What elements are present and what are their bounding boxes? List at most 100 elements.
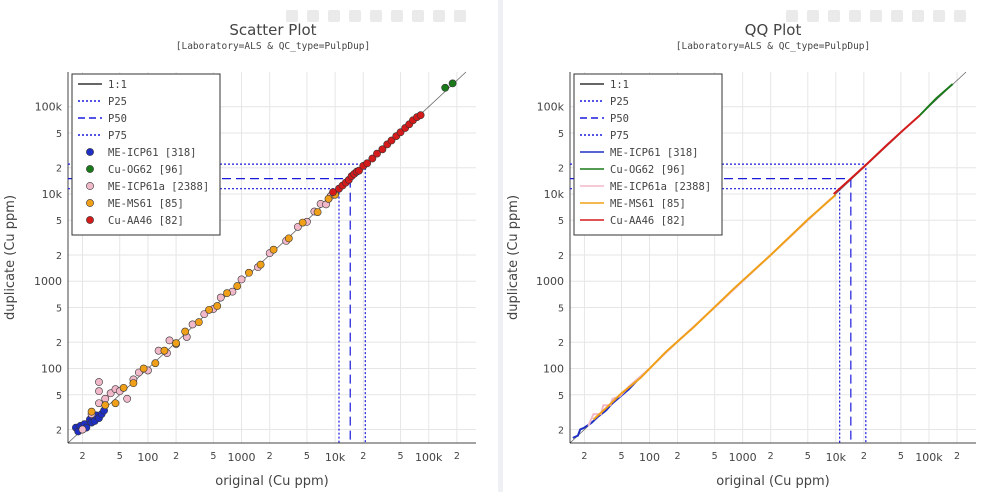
y-minor-tick-label: 2: [56, 251, 62, 262]
x-minor-tick-label: 5: [712, 451, 718, 462]
data-point: [378, 145, 387, 154]
legend-item-cu-aa46-82: Cu-AA46 [82]: [86, 215, 184, 227]
legend-item-1-1: 1:1: [78, 79, 127, 91]
data-point: [298, 218, 307, 227]
y-tick-label: 10k: [544, 188, 565, 201]
x-minor-tick-label: 2: [768, 451, 774, 462]
x-tick-label: 1000: [729, 451, 757, 464]
legend-item-p25: P25: [78, 96, 127, 108]
legend-swatch: [86, 199, 94, 207]
legend-label: Cu-OG62 [96]: [108, 164, 184, 176]
legend-item-p75: P75: [78, 130, 127, 142]
y-minor-tick-label: 2: [56, 425, 62, 436]
y-minor-tick-label: 5: [558, 391, 564, 402]
data-point: [181, 327, 190, 336]
legend: 1:1 P25 P50 P75 ME-ICP61 [318] Cu-OG62 [96] ME…: [573, 73, 723, 236]
x-tick-label: 100: [639, 451, 660, 464]
modebar-button: [849, 10, 861, 22]
data-point: [237, 275, 246, 284]
y-minor-tick-label: 2: [558, 338, 564, 349]
scatter-plot-panel: Scatter Plot [Laboratory=ALS & QC_type=Pu…: [0, 0, 498, 492]
data-point: [87, 407, 96, 416]
x-minor-tick-label: 5: [210, 451, 216, 462]
data-point: [95, 378, 103, 386]
data-point: [387, 136, 396, 145]
y-minor-tick-label: 2: [558, 425, 564, 436]
y-tick-label: 100: [41, 362, 62, 375]
data-point: [111, 399, 120, 408]
data-point: [368, 154, 377, 163]
legend-item-me-icp61-318: ME-ICP61 [318]: [580, 147, 699, 159]
y-minor-tick-label: 5: [56, 391, 62, 402]
legend-item-p50: P50: [580, 113, 629, 125]
legend-item-cu-og62-96: Cu-OG62 [96]: [580, 164, 686, 176]
data-point: [205, 305, 213, 314]
data-point: [151, 359, 160, 368]
modebar-button: [954, 10, 966, 22]
legend-item-me-ms61-85: ME-MS61 [85]: [580, 198, 686, 210]
legend-label: ME-MS61 [85]: [108, 198, 184, 210]
data-point: [213, 302, 222, 310]
legend-label: ME-MS61 [85]: [610, 198, 686, 210]
chart-title: QQ Plot: [745, 21, 802, 39]
y-minor-tick-label: 5: [558, 216, 564, 227]
modebar-button: [328, 10, 340, 22]
y-minor-tick-label: 5: [56, 216, 62, 227]
data-point: [284, 234, 293, 243]
legend-label: P25: [108, 96, 127, 108]
modebar: [786, 10, 966, 22]
legend-item-1-1: 1:1: [580, 79, 629, 91]
legend-label: P75: [108, 130, 127, 142]
x-tick-label: 10k: [826, 451, 847, 464]
modebar-button: [807, 10, 819, 22]
legend-swatch: [86, 216, 94, 224]
data-point: [129, 379, 138, 388]
x-minor-tick-label: 5: [618, 451, 624, 462]
y-tick-label: 100: [543, 362, 564, 375]
data-point: [373, 149, 381, 158]
x-minor-tick-label: 2: [861, 451, 867, 462]
y-tick-label: 10k: [42, 188, 63, 201]
legend-label: ME-ICP61a [2388]: [610, 181, 711, 193]
series-cu-og62-96: [919, 83, 954, 116]
series-cu-aa46-82: [329, 111, 425, 197]
legend: 1:1 P25 P50 P75 ME-ICP61 [318] Cu-OG62 [96] ME…: [71, 73, 221, 236]
legend-item-me-icp61a-2388: ME-ICP61a [2388]: [580, 181, 711, 193]
x-axis-title: original (Cu ppm): [215, 474, 328, 489]
legend-label: P50: [610, 113, 629, 125]
legend-label: 1:1: [610, 79, 629, 91]
chart-title: Scatter Plot: [229, 21, 316, 39]
data-point: [223, 289, 231, 298]
y-minor-tick-label: 5: [558, 129, 564, 140]
data-point: [329, 188, 337, 197]
data-point: [95, 387, 103, 396]
data-point: [216, 293, 225, 302]
legend-item-p50: P50: [78, 113, 127, 125]
x-minor-tick-label: 5: [898, 451, 904, 462]
legend-item-cu-aa46-82: Cu-AA46 [82]: [580, 215, 686, 227]
data-point: [441, 83, 450, 92]
y-minor-tick-label: 2: [558, 251, 564, 262]
data-point: [119, 383, 128, 392]
legend-item-cu-og62-96: Cu-OG62 [96]: [86, 164, 184, 176]
x-minor-tick-label: 5: [117, 451, 123, 462]
legend-label: ME-ICP61 [318]: [610, 147, 699, 159]
y-minor-tick-label: 5: [56, 129, 62, 140]
legend-label: Cu-OG62 [96]: [610, 164, 686, 176]
x-minor-tick-label: 2: [581, 451, 587, 462]
y-minor-tick-label: 2: [558, 164, 564, 175]
legend-label: P25: [610, 96, 629, 108]
x-minor-tick-label: 5: [398, 451, 404, 462]
data-point: [123, 394, 132, 403]
modebar-button: [786, 10, 798, 22]
x-tick-label: 100k: [415, 451, 443, 464]
x-minor-tick-label: 2: [360, 451, 366, 462]
legend-item-p25: P25: [580, 96, 629, 108]
y-tick-label: 1000: [34, 275, 62, 288]
series-line: [919, 83, 954, 116]
panel-divider: [498, 0, 503, 492]
modebar-button: [391, 10, 403, 22]
y-tick-label: 100k: [537, 101, 565, 114]
data-point: [416, 111, 425, 120]
data-point: [269, 245, 278, 254]
